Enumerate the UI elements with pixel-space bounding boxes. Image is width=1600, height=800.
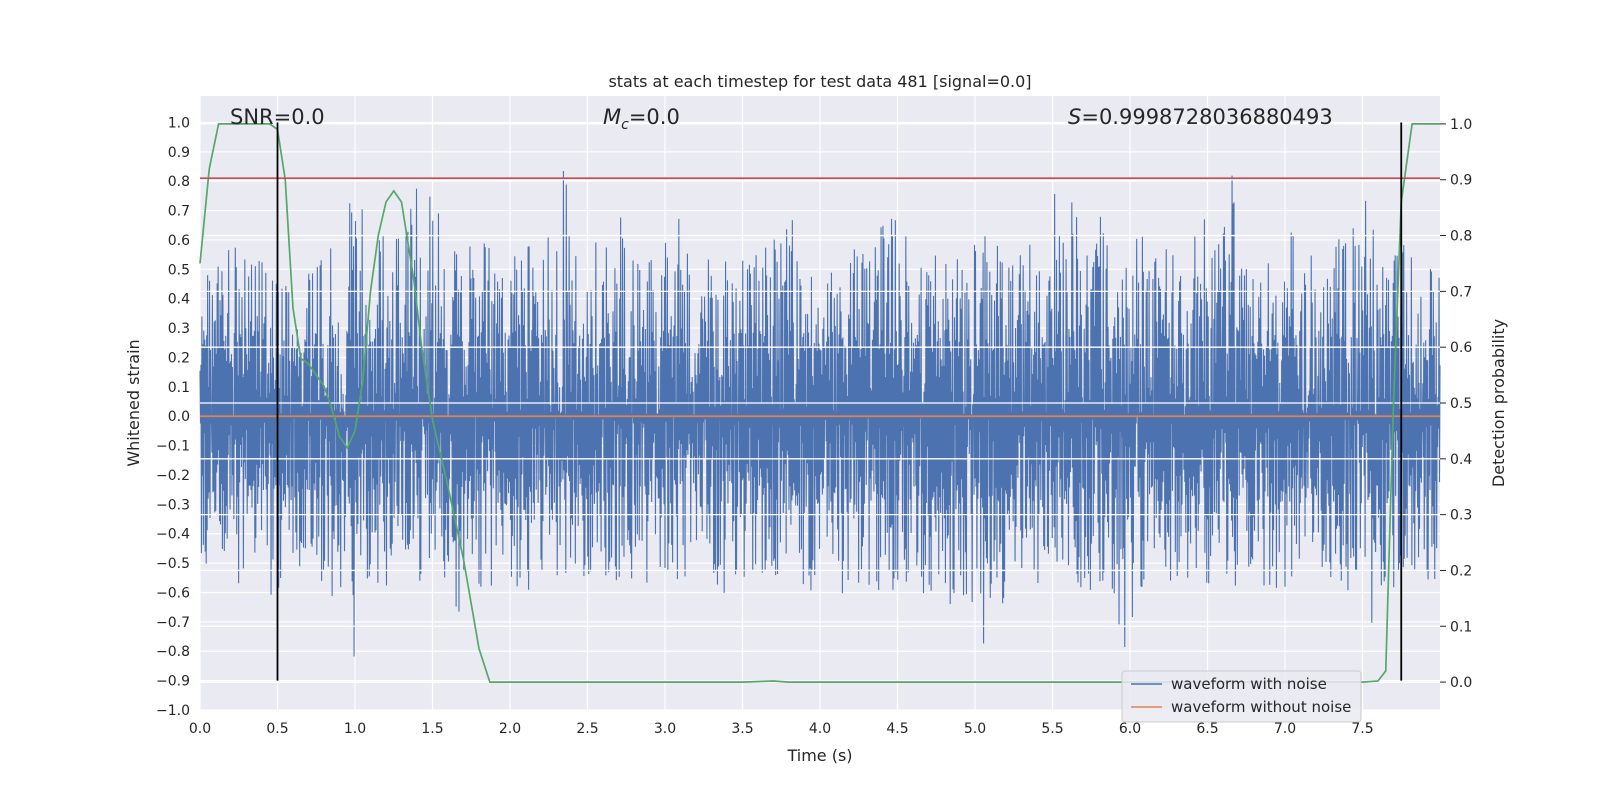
- x-tick-label: 3.0: [654, 721, 676, 737]
- x-tick-label: 3.5: [731, 721, 753, 737]
- mc-value: =0.0: [629, 105, 680, 129]
- x-tick-labels: 0.0 0.5 1.0 1.5 2.0 2.5 3.0 3.5 4.0 4.5 5.0 5.5 6.0 6…: [189, 721, 1374, 737]
- y-tick-label: 0.9: [168, 145, 190, 161]
- y2-tick-label: 0.2: [1450, 563, 1472, 579]
- y-tick-label: 0.2: [168, 350, 190, 366]
- y-tick-label: 0.8: [168, 174, 190, 190]
- y-tick-label: −1.0: [156, 703, 190, 719]
- x-tick-label: 6.0: [1119, 721, 1141, 737]
- y-tick-label: −0.4: [156, 527, 190, 543]
- y2-tick-label: 1.0: [1450, 117, 1472, 133]
- x-tick-label: 4.0: [809, 721, 831, 737]
- y2-tick-label: 0.9: [1450, 173, 1472, 189]
- x-axis-label: Time (s): [786, 746, 852, 765]
- mc-annotation: Mc=0.0: [603, 105, 680, 133]
- x-tick-label: 2.0: [499, 721, 521, 737]
- x-tick-label: 7.0: [1274, 721, 1296, 737]
- legend-label-clean: waveform without noise: [1171, 698, 1351, 716]
- y-tick-label: −0.2: [156, 468, 190, 484]
- s-annotation: S=0.9998728036880493: [1068, 105, 1333, 129]
- y2-tick-label: 0.4: [1450, 452, 1472, 468]
- y2-tick-label: 0.5: [1450, 396, 1472, 412]
- y2-tick-label: 0.0: [1450, 675, 1472, 691]
- y-tick-label: 1.0: [168, 115, 190, 131]
- y-tick-label: −0.8: [156, 644, 190, 660]
- y-tick-label: 0.7: [168, 204, 190, 220]
- vertical-markers: [276, 122, 1403, 681]
- y-tick-label: 0.0: [168, 409, 190, 425]
- s-symbol: S: [1068, 105, 1081, 129]
- x-tick-label: 0.0: [189, 721, 211, 737]
- y-tick-labels: −1.0 −0.9 −0.8 −0.7 −0.6 −0.5 −0.4 −0.3 −0.2 −0.1…: [156, 115, 190, 719]
- y2-axis-label: Detection probability: [1489, 319, 1508, 487]
- y-tick-label: −0.3: [156, 497, 190, 513]
- snr-annotation: SNR=0.0: [230, 105, 325, 129]
- lines-layer: [199, 123, 1440, 683]
- y2-tick-labels: 0.0 0.1 0.2 0.3 0.4 0.5 0.6 0.7 0.8 0.9 1.0: [1440, 117, 1472, 691]
- y2-tick-label: 0.1: [1450, 619, 1472, 635]
- figure: 0.0 0.5 1.0 1.5 2.0 2.5 3.0 3.5 4.0 4.5 5.0 5.5 6.0 6…: [124, 72, 1508, 765]
- x-tick-label: 4.5: [886, 721, 908, 737]
- legend-box: [1121, 670, 1362, 723]
- x-tick-label: 2.5: [576, 721, 598, 737]
- x-tick-label: 1.0: [344, 721, 366, 737]
- mc-subscript: c: [621, 117, 629, 133]
- y-tick-label: 0.5: [168, 262, 190, 278]
- x-tick-label: 1.5: [421, 721, 443, 737]
- legend: waveform with noise waveform without noi…: [1121, 670, 1362, 723]
- y-tick-label: 0.3: [168, 321, 190, 337]
- y-tick-label: −0.1: [156, 439, 190, 455]
- s-value: =0.9998728036880493: [1081, 105, 1332, 129]
- y2-tick-label: 0.7: [1450, 284, 1472, 300]
- y-tick-label: 0.4: [168, 292, 190, 308]
- y-axis-label: Whitened strain: [124, 339, 143, 466]
- y2-tick-label: 0.6: [1450, 340, 1472, 356]
- x-tick-label: 7.5: [1351, 721, 1373, 737]
- y2-tick-label: 0.3: [1450, 508, 1472, 524]
- y-tick-label: −0.7: [156, 615, 190, 631]
- x-tick-label: 0.5: [266, 721, 288, 737]
- x-tick-label: 5.5: [1041, 721, 1063, 737]
- y-tick-label: 0.6: [168, 233, 190, 249]
- legend-label-noise: waveform with noise: [1171, 675, 1327, 693]
- mc-symbol: M: [603, 105, 621, 129]
- detection-probability-line: [199, 123, 1440, 683]
- y-tick-label: −0.5: [156, 556, 190, 572]
- x-tick-label: 6.5: [1196, 721, 1218, 737]
- y2-tick-label: 0.8: [1450, 229, 1472, 245]
- y-tick-label: 0.1: [168, 380, 190, 396]
- chart-title: stats at each timestep for test data 481…: [608, 72, 1031, 91]
- y-tick-label: −0.9: [156, 674, 190, 690]
- x-tick-label: 5.0: [964, 721, 986, 737]
- y-tick-label: −0.6: [156, 585, 190, 601]
